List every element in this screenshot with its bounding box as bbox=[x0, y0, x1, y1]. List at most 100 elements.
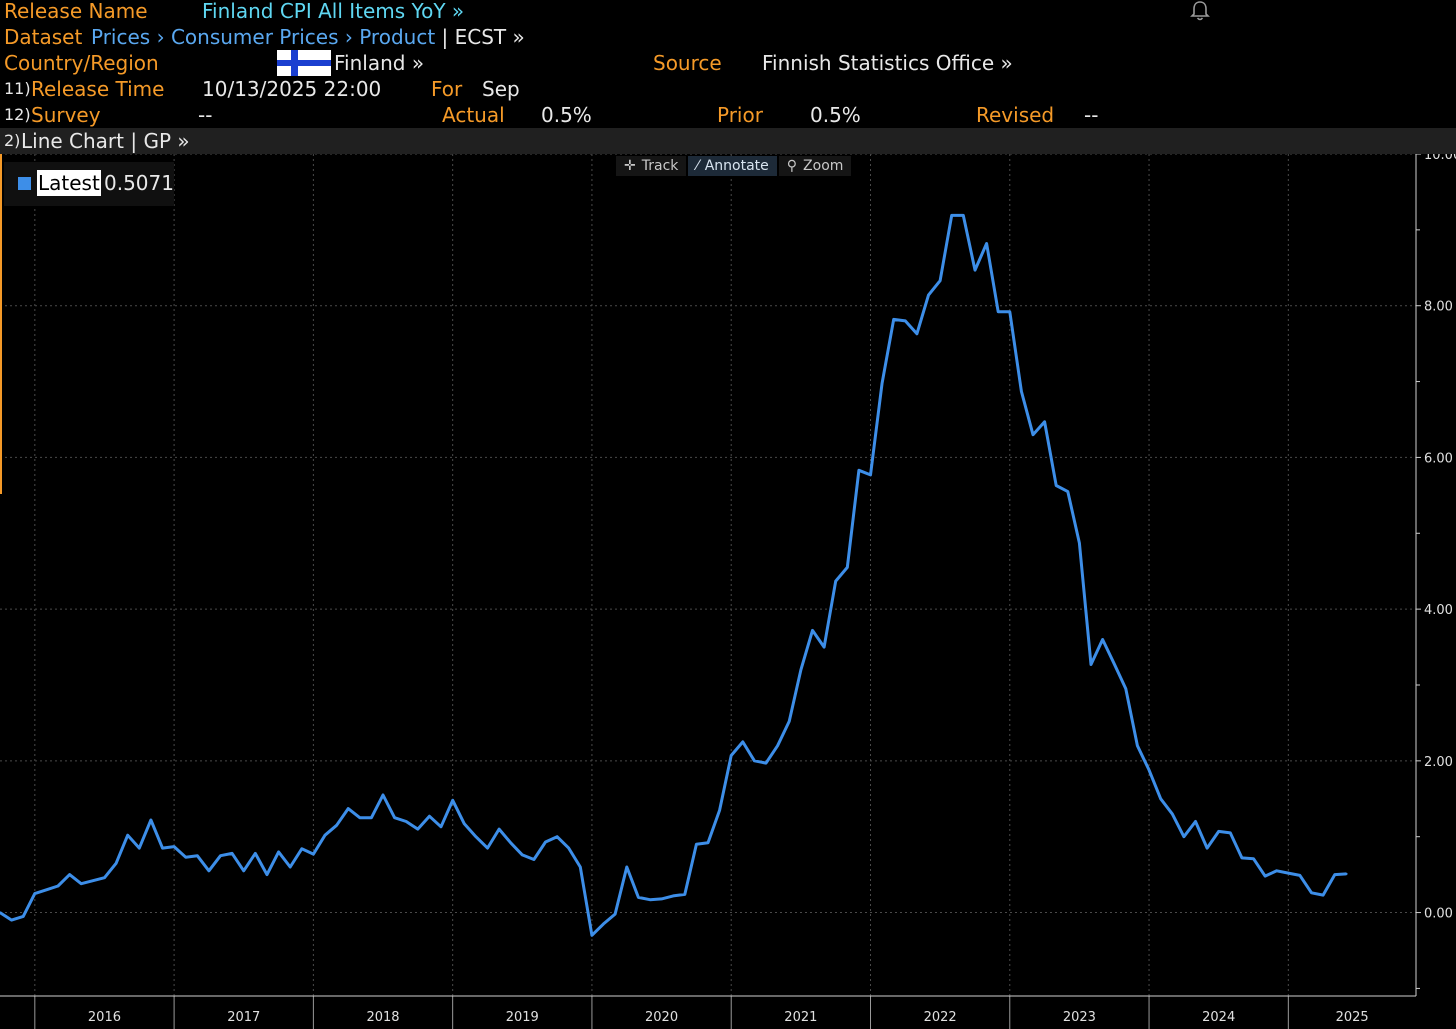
data-point bbox=[451, 799, 454, 802]
for-value: Sep bbox=[482, 77, 520, 101]
revised-value: -- bbox=[1084, 103, 1099, 127]
data-point bbox=[1101, 638, 1104, 641]
data-point bbox=[370, 816, 373, 819]
series-points bbox=[0, 214, 1348, 937]
breadcrumb-consumer-prices[interactable]: Consumer Prices bbox=[170, 25, 339, 49]
y-tick-label: 2.00 bbox=[1424, 755, 1453, 770]
breadcrumb-product[interactable]: Product bbox=[359, 25, 436, 49]
data-point bbox=[196, 854, 199, 857]
data-point bbox=[265, 873, 269, 876]
data-point bbox=[579, 865, 582, 869]
breadcrumb-separator: › bbox=[338, 25, 360, 49]
data-point bbox=[683, 893, 686, 896]
data-point bbox=[10, 918, 13, 922]
data-point bbox=[915, 332, 919, 335]
data-point bbox=[846, 566, 849, 569]
dataset-code[interactable]: | ECST » bbox=[441, 25, 525, 49]
data-point bbox=[33, 892, 36, 895]
data-point bbox=[1008, 310, 1011, 313]
data-point bbox=[672, 894, 675, 898]
data-point bbox=[764, 761, 768, 765]
data-point bbox=[1159, 797, 1162, 800]
data-point bbox=[648, 898, 652, 901]
prior-label: Prior bbox=[717, 103, 763, 127]
data-point bbox=[300, 847, 303, 850]
data-point bbox=[1171, 812, 1174, 816]
data-point bbox=[857, 469, 861, 472]
legend-value: 0.5071 bbox=[104, 171, 174, 195]
data-point bbox=[799, 668, 803, 671]
data-point bbox=[323, 834, 327, 837]
data-point bbox=[1252, 857, 1255, 860]
data-point bbox=[1147, 768, 1151, 772]
data-point bbox=[938, 279, 942, 282]
data-point bbox=[973, 268, 977, 272]
data-point bbox=[1229, 831, 1232, 835]
data-point bbox=[1078, 541, 1081, 545]
data-point bbox=[393, 816, 396, 819]
chart-legend[interactable]: Latest 0.5071 bbox=[4, 162, 174, 206]
data-point bbox=[1217, 830, 1220, 833]
chart-toolbar: 2) Line Chart | GP » bbox=[0, 128, 1456, 154]
chart-grid bbox=[0, 154, 1416, 996]
source-label: Source bbox=[653, 51, 722, 75]
pencil-icon: ⁄ bbox=[696, 158, 699, 174]
country-value[interactable]: Finland » bbox=[334, 51, 425, 75]
data-point bbox=[660, 897, 663, 901]
release-time-num[interactable]: 11) bbox=[4, 79, 31, 98]
data-point bbox=[22, 915, 25, 918]
dataset-label: Dataset bbox=[4, 25, 83, 49]
data-point bbox=[985, 242, 988, 245]
data-point bbox=[904, 319, 907, 323]
data-point bbox=[463, 822, 466, 825]
country-label: Country/Region bbox=[4, 51, 159, 75]
data-point bbox=[788, 720, 791, 723]
y-axis: 0.00 2.00 4.00 6.00 8.00 10.00 bbox=[1415, 154, 1456, 996]
release-time-label[interactable]: Release Time bbox=[31, 77, 165, 101]
data-point bbox=[68, 873, 71, 876]
survey-label[interactable]: Survey bbox=[31, 103, 101, 127]
data-point bbox=[1310, 891, 1313, 894]
data-point bbox=[347, 807, 350, 810]
data-point bbox=[927, 293, 930, 297]
data-point bbox=[56, 884, 60, 888]
release-name-link[interactable]: Finland CPI All Items YoY » bbox=[202, 0, 465, 23]
data-point bbox=[1089, 663, 1093, 666]
data-point bbox=[439, 825, 443, 828]
data-point bbox=[822, 645, 826, 649]
data-point bbox=[1287, 871, 1290, 875]
data-point bbox=[114, 862, 118, 865]
data-point bbox=[625, 865, 628, 869]
annotate-button[interactable]: ⁄ Annotate bbox=[688, 156, 777, 176]
data-point bbox=[277, 850, 280, 854]
breadcrumb-prices[interactable]: Prices bbox=[91, 25, 151, 49]
data-point bbox=[753, 759, 756, 762]
data-point bbox=[1275, 869, 1278, 872]
y-tick-label: 0.00 bbox=[1424, 907, 1453, 922]
data-point bbox=[1136, 744, 1139, 747]
data-point bbox=[950, 214, 953, 217]
data-point bbox=[834, 579, 837, 583]
data-point bbox=[1263, 874, 1267, 878]
data-point bbox=[509, 841, 512, 844]
toolbar-num[interactable]: 2) bbox=[4, 131, 21, 150]
data-point bbox=[381, 793, 385, 797]
release-name-label: Release Name bbox=[4, 0, 148, 23]
actual-value: 0.5% bbox=[541, 103, 592, 127]
zoom-button[interactable]: ⚲ Zoom bbox=[778, 156, 852, 176]
x-axis: 2016 2017 2018 2019 2020 2021 2022 2023 2024 2025 bbox=[0, 995, 1416, 1029]
legend-swatch bbox=[18, 177, 31, 190]
for-label: For bbox=[431, 77, 463, 101]
track-button[interactable]: ✛ Track bbox=[616, 156, 687, 176]
survey-num[interactable]: 12) bbox=[4, 105, 31, 124]
data-point bbox=[962, 214, 965, 217]
source-value[interactable]: Finnish Statistics Office » bbox=[762, 51, 1013, 75]
bell-icon[interactable] bbox=[1189, 0, 1211, 22]
line-chart-menu[interactable]: Line Chart | GP » bbox=[21, 129, 190, 153]
data-point bbox=[358, 816, 361, 819]
data-point bbox=[613, 912, 617, 916]
series-line-latest bbox=[0, 213, 1347, 937]
y-tick-label: 10.00 bbox=[1424, 154, 1456, 163]
survey-value: -- bbox=[198, 103, 213, 127]
